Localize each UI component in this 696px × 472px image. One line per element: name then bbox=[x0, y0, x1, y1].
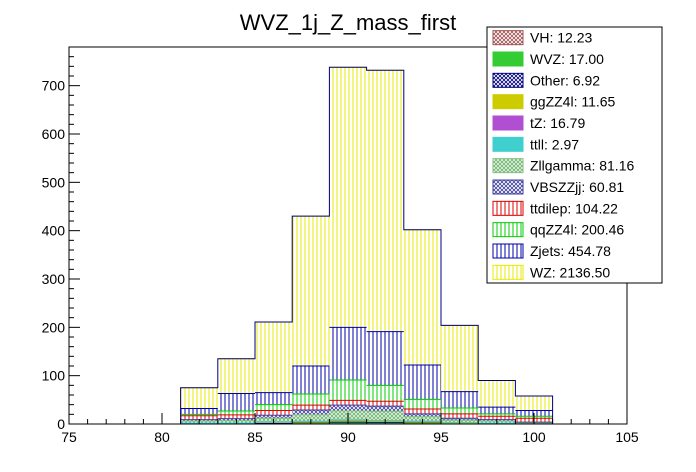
legend-entry: qqZZ4l: 200.46 bbox=[530, 222, 624, 238]
x-tick-label: 85 bbox=[247, 429, 263, 445]
legend-swatch bbox=[492, 264, 524, 280]
x-tick-label: 80 bbox=[154, 429, 170, 445]
legend-swatch bbox=[492, 30, 524, 46]
y-tick-label: 500 bbox=[42, 174, 66, 190]
legend-entry: tZ: 16.79 bbox=[530, 115, 585, 131]
bar bbox=[329, 380, 367, 401]
legend-swatch bbox=[492, 200, 524, 216]
bar bbox=[478, 380, 516, 408]
axes: 75 80 85 90 95 100 105 0 100 200 300 400 500 600 700 bbox=[42, 46, 639, 445]
bar bbox=[329, 405, 367, 411]
bar bbox=[366, 385, 404, 402]
bar bbox=[478, 407, 516, 414]
bar bbox=[403, 416, 441, 422]
bar bbox=[292, 405, 330, 410]
legend-entry: WZ: 2136.50 bbox=[530, 264, 610, 280]
bar bbox=[478, 416, 516, 420]
bar bbox=[441, 408, 479, 414]
series-10 bbox=[180, 327, 553, 417]
bar bbox=[255, 322, 293, 393]
x-tick-label: 95 bbox=[433, 429, 449, 445]
y-tick-label: 100 bbox=[42, 368, 66, 384]
bar bbox=[515, 395, 553, 411]
bar bbox=[255, 392, 293, 405]
y-tick-label: 400 bbox=[42, 223, 66, 239]
bar bbox=[441, 413, 479, 419]
bar bbox=[441, 325, 479, 392]
bar bbox=[366, 411, 404, 421]
legend-swatch bbox=[492, 243, 524, 259]
bar bbox=[403, 365, 441, 400]
series-9 bbox=[180, 380, 553, 419]
y-tick-label: 700 bbox=[42, 78, 66, 94]
bar bbox=[366, 70, 404, 332]
legend-entry: ttll: 2.97 bbox=[530, 136, 579, 152]
stack-outline bbox=[180, 66, 554, 424]
bar bbox=[292, 409, 330, 415]
bar bbox=[217, 410, 255, 415]
legend-swatch bbox=[492, 136, 524, 152]
bar bbox=[292, 366, 330, 395]
legend-box bbox=[486, 26, 663, 284]
bar bbox=[217, 393, 255, 411]
x-tick-label: 100 bbox=[522, 429, 546, 445]
bar bbox=[366, 401, 404, 407]
bar bbox=[180, 387, 218, 409]
bar bbox=[329, 67, 367, 328]
x-tick-label: 75 bbox=[61, 429, 77, 445]
legend-entry: Zllgamma: 81.16 bbox=[530, 158, 634, 174]
y-tick-label: 300 bbox=[42, 271, 66, 287]
bar bbox=[366, 331, 404, 386]
legend-entry: ggZZ4l: 11.65 bbox=[530, 94, 616, 110]
bar bbox=[292, 216, 330, 366]
chart-title: WVZ_1j_Z_mass_first bbox=[240, 10, 456, 35]
series-11 bbox=[180, 67, 553, 411]
legend-entry: ttdilep: 104.22 bbox=[530, 200, 618, 216]
bar bbox=[403, 229, 441, 366]
bar bbox=[292, 394, 330, 406]
legend-swatch bbox=[492, 94, 524, 110]
bar bbox=[180, 408, 218, 415]
bar bbox=[403, 399, 441, 410]
legend-entry: WVZ: 17.00 bbox=[530, 51, 604, 67]
y-tick-label: 200 bbox=[42, 319, 66, 335]
legend-swatch bbox=[492, 51, 524, 67]
bar bbox=[217, 358, 255, 394]
bar bbox=[329, 400, 367, 406]
legend-entry: VBSZZjj: 60.81 bbox=[530, 179, 624, 195]
bar bbox=[255, 410, 293, 416]
x-tick-label: 105 bbox=[615, 429, 639, 445]
bar bbox=[403, 413, 441, 417]
x-tick-label: 90 bbox=[340, 429, 356, 445]
legend-swatch bbox=[492, 158, 524, 174]
y-tick-label: 0 bbox=[57, 416, 65, 432]
legend-swatch bbox=[492, 179, 524, 195]
bar bbox=[217, 414, 255, 419]
legend-entry: VH: 12.23 bbox=[530, 30, 592, 46]
legend-swatch bbox=[492, 222, 524, 238]
bar bbox=[403, 409, 441, 414]
bar bbox=[255, 404, 293, 411]
bar bbox=[292, 414, 330, 422]
bar bbox=[441, 391, 479, 409]
bar bbox=[366, 406, 404, 412]
legend-swatch bbox=[492, 72, 524, 88]
bar bbox=[255, 415, 293, 419]
bar bbox=[478, 413, 516, 417]
bar bbox=[180, 414, 218, 416]
bar bbox=[180, 415, 218, 420]
legend: VH: 12.23 WVZ: 17.00 Other: 6.92 ggZZ4l: 11… bbox=[486, 26, 663, 284]
legend-entry: Other: 6.92 bbox=[530, 72, 600, 88]
bar bbox=[329, 327, 367, 381]
legend-entry: Zjets: 454.78 bbox=[530, 243, 611, 259]
y-tick-label: 600 bbox=[42, 126, 66, 142]
legend-swatch bbox=[492, 115, 524, 131]
